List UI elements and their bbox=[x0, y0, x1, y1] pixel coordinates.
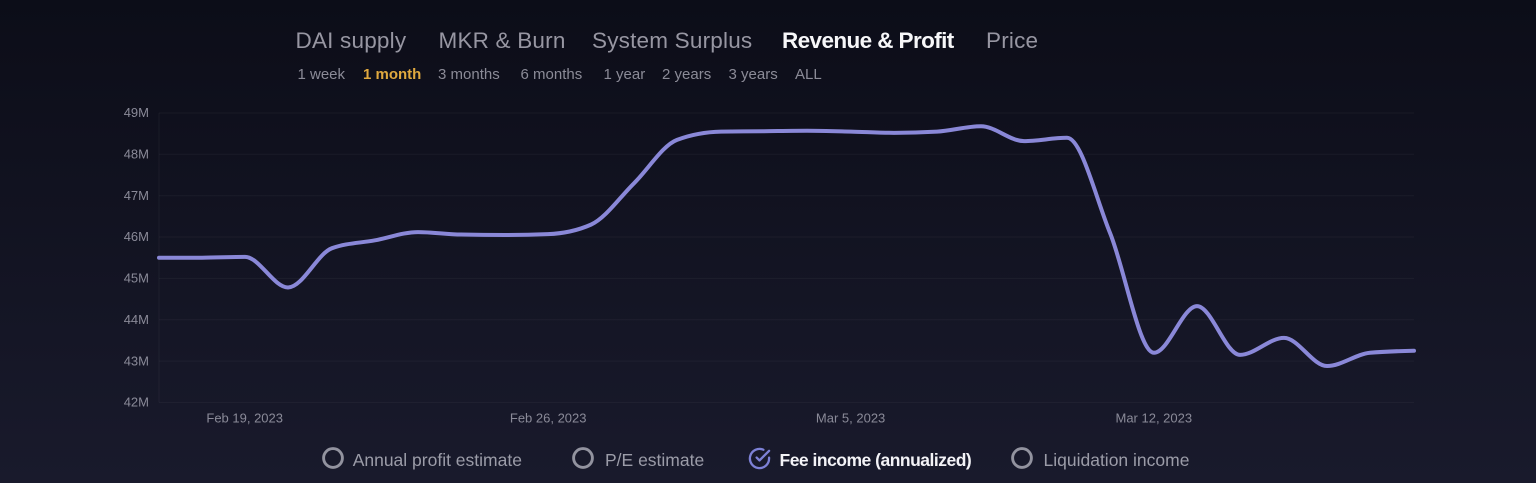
svg-text:42M: 42M bbox=[124, 395, 149, 410]
svg-text:49M: 49M bbox=[124, 105, 149, 120]
svg-text:45M: 45M bbox=[124, 271, 149, 286]
svg-text:Feb 26, 2023: Feb 26, 2023 bbox=[510, 411, 587, 426]
svg-text:Mar 12, 2023: Mar 12, 2023 bbox=[1115, 411, 1192, 426]
svg-text:Feb 19, 2023: Feb 19, 2023 bbox=[206, 411, 283, 426]
svg-text:Mar 5, 2023: Mar 5, 2023 bbox=[816, 411, 885, 426]
svg-text:46M: 46M bbox=[124, 229, 149, 244]
svg-text:47M: 47M bbox=[124, 188, 149, 203]
svg-text:48M: 48M bbox=[124, 147, 149, 162]
svg-text:44M: 44M bbox=[124, 312, 149, 327]
svg-text:43M: 43M bbox=[124, 353, 149, 368]
